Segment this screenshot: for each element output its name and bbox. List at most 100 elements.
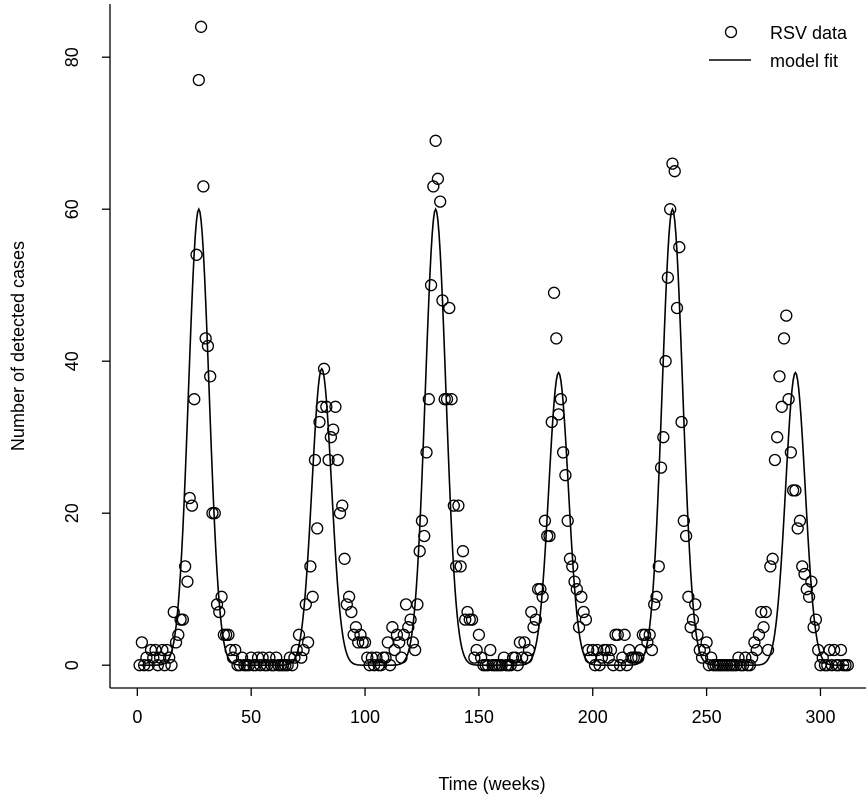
data-point [761, 643, 775, 657]
data-point [399, 598, 413, 611]
data-point [529, 613, 542, 626]
data-point [199, 332, 212, 345]
data-point [643, 628, 656, 641]
data-point [215, 590, 228, 603]
data-point [454, 560, 467, 573]
data-point [686, 613, 700, 626]
y-ticks: 0 20 40 60 80 [62, 47, 110, 670]
data-point [308, 453, 322, 467]
data-point [204, 370, 217, 383]
x-tick-label: 150 [464, 707, 494, 727]
data-point [796, 560, 809, 573]
data-point [317, 362, 331, 375]
y-tick-label: 80 [62, 47, 82, 67]
data-point [178, 560, 192, 573]
data-point [408, 643, 422, 657]
data-point [395, 651, 408, 664]
data-point [422, 393, 435, 406]
data-point [135, 636, 149, 649]
data-point [789, 484, 802, 497]
data-point [472, 628, 486, 641]
data-point [654, 461, 668, 474]
data-point [670, 301, 684, 315]
data-point [550, 332, 563, 345]
data-point [771, 431, 784, 444]
data-point [352, 636, 365, 649]
data-point [181, 575, 194, 588]
y-tick-label: 40 [62, 351, 82, 371]
x-tick-label: 50 [241, 707, 261, 727]
y-tick-label: 0 [62, 660, 82, 670]
data-point [229, 643, 242, 657]
x-axis-title: Time (weeks) [438, 774, 545, 794]
data-point [600, 643, 613, 657]
data-point [556, 446, 570, 459]
data-point [611, 628, 624, 641]
data-point [445, 393, 458, 406]
data-point [329, 400, 342, 413]
data-point [832, 659, 845, 672]
data-point [695, 651, 709, 664]
data-point [183, 491, 196, 505]
data-point [188, 393, 201, 406]
data-point [197, 180, 210, 193]
data-point [579, 613, 593, 626]
data-point [367, 659, 381, 672]
data-point [495, 659, 508, 672]
data-point [834, 643, 848, 657]
data-point [324, 431, 338, 444]
data-point [224, 643, 237, 657]
data-point [133, 659, 146, 672]
data-point [449, 560, 463, 573]
data-point [436, 294, 449, 307]
data-point [222, 628, 235, 641]
data-point [208, 507, 221, 520]
data-point [577, 605, 590, 619]
data-point [286, 659, 299, 672]
data-point [163, 651, 176, 664]
x-tick-label: 300 [805, 707, 835, 727]
data-point [431, 172, 445, 185]
data-point [213, 605, 226, 619]
data-point [798, 567, 811, 581]
data-point [827, 643, 841, 657]
data-point [176, 613, 190, 626]
data-point [201, 339, 215, 353]
data-point [336, 499, 349, 512]
data-point [755, 605, 768, 619]
data-point [315, 400, 328, 413]
data-point [661, 271, 675, 284]
data-point [575, 590, 588, 603]
data-point [233, 659, 246, 672]
data-point [561, 514, 574, 527]
data-point [554, 393, 568, 406]
data-point [638, 628, 652, 641]
data-point [322, 453, 335, 467]
model-fit-line [139, 207, 848, 666]
data-point [759, 605, 772, 619]
data-point [652, 560, 665, 573]
data-point [167, 605, 180, 619]
data-point [545, 415, 558, 429]
data-point [534, 583, 547, 596]
data-point [809, 613, 823, 626]
data-point [593, 659, 606, 672]
legend: RSV data model fit [709, 23, 848, 71]
data-point [604, 643, 618, 657]
axes [109, 4, 866, 689]
data-point [650, 590, 663, 603]
data-point [777, 332, 791, 345]
data-point [169, 636, 183, 649]
data-point [698, 643, 711, 657]
data-point [465, 613, 479, 626]
data-point [684, 621, 697, 634]
data-point [192, 73, 205, 87]
data-point [194, 20, 208, 33]
data-point [404, 613, 417, 626]
data-point [358, 636, 372, 649]
data-point [288, 651, 301, 664]
data-point [582, 643, 595, 657]
data-point [547, 286, 561, 299]
data-point [327, 423, 340, 436]
